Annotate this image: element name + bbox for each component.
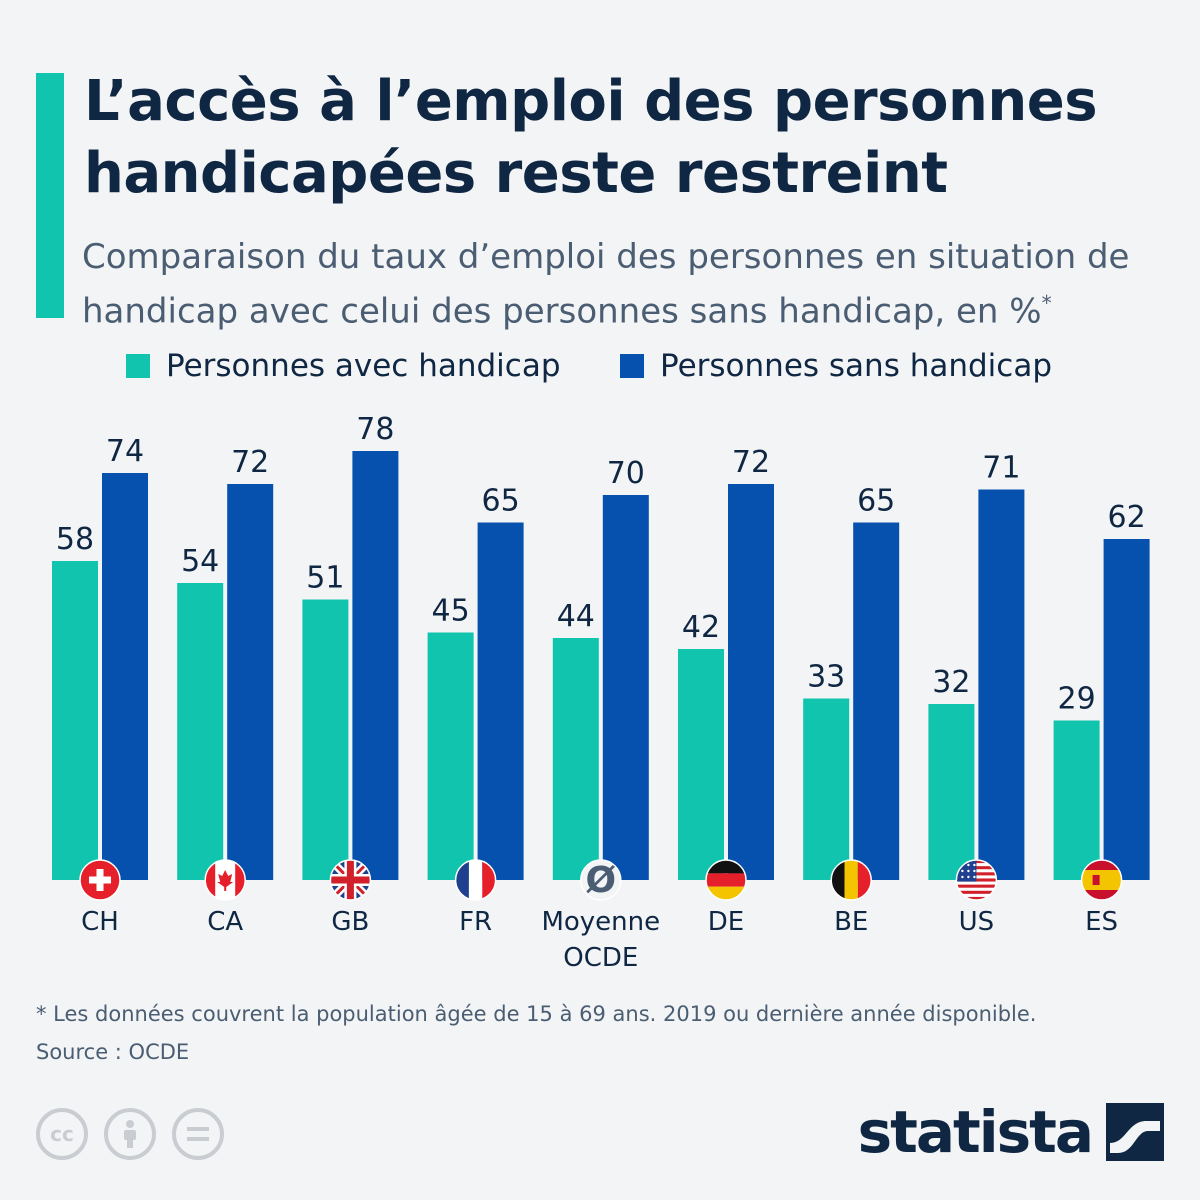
bar-sans-2	[352, 451, 399, 880]
bar-sans-4	[602, 495, 649, 880]
title-accent-bar	[36, 73, 64, 318]
flag-gb-icon	[329, 859, 372, 901]
bar-sans-7	[978, 489, 1025, 880]
category-label-0: CH	[81, 907, 119, 937]
bar-avec-5	[678, 649, 724, 880]
bar-sans-0	[102, 473, 148, 880]
data-label-avec-2: 51	[306, 561, 344, 596]
bar-avec-7	[928, 704, 975, 880]
data-label-avec-0: 58	[56, 522, 94, 557]
svg-text:Ø: Ø	[585, 860, 616, 901]
flag-ca-icon	[204, 859, 246, 901]
data-label-sans-8: 62	[1108, 500, 1146, 535]
legend-item-avec-handicap: Personnes avec handicap	[126, 348, 561, 384]
data-label-avec-7: 32	[932, 665, 970, 700]
average-symbol-icon: Ø	[580, 859, 622, 901]
flag-fr-icon	[454, 859, 497, 901]
data-label-sans-2: 78	[356, 412, 394, 447]
no-derivatives-icon	[172, 1108, 224, 1160]
flag-be-icon	[830, 859, 872, 901]
bar-avec-2	[302, 599, 349, 880]
bar-avec-0	[52, 561, 98, 880]
bar-avec-4	[552, 638, 599, 880]
chart-title: L’accès à l’emploi des personnes handica…	[84, 69, 1098, 206]
statista-logo[interactable]: statista	[858, 1098, 1164, 1166]
category-label-6: BE	[834, 907, 868, 937]
source: Source : OCDE	[36, 1040, 190, 1064]
attribution-icon	[104, 1108, 156, 1160]
flag-es-icon	[1080, 859, 1123, 901]
bar-avec-6	[803, 698, 850, 880]
category-label-4-line1: Moyenne	[541, 907, 660, 937]
subtitle-footnote-mark: *	[1041, 291, 1052, 315]
category-label-7: US	[959, 907, 995, 937]
bar-sans-3	[477, 522, 524, 880]
category-label-2: GB	[331, 907, 369, 937]
data-label-avec-5: 42	[682, 610, 720, 645]
data-label-sans-7: 71	[982, 451, 1020, 486]
data-label-avec-1: 54	[181, 544, 219, 579]
brand-name: statista	[857, 1098, 1094, 1166]
statista-mark-icon	[1106, 1103, 1164, 1161]
flag-us-icon	[955, 859, 998, 901]
legend-item-sans-handicap: Personnes sans handicap	[620, 348, 1052, 384]
data-label-sans-3: 65	[482, 484, 520, 519]
bar-avec-8	[1053, 720, 1100, 880]
legend-swatch-sans-handicap	[620, 354, 644, 378]
bar-sans-6	[853, 522, 900, 880]
data-label-sans-6: 65	[857, 484, 895, 519]
legend: Personnes avec handicap Personnes sans h…	[0, 348, 1200, 392]
data-label-avec-4: 44	[557, 599, 595, 634]
category-label-3: FR	[459, 907, 492, 937]
bar-avec-1	[177, 583, 224, 880]
bar-avec-3	[427, 632, 474, 880]
category-label-1: CA	[207, 907, 243, 937]
data-label-avec-6: 33	[807, 660, 845, 695]
legend-label-sans-handicap: Personnes sans handicap	[660, 348, 1052, 384]
bar-chart: 58 74 CH 54 72 CA 51 78 GB 45 65 FR 44 70 Ø Moyenne OCDE…	[52, 412, 1150, 973]
legend-swatch-avec-handicap	[126, 354, 150, 378]
data-label-sans-4: 70	[607, 456, 645, 491]
data-label-avec-8: 29	[1058, 682, 1096, 717]
flag-de-icon	[705, 859, 747, 901]
data-label-sans-5: 72	[732, 445, 770, 480]
category-label-8: ES	[1085, 907, 1118, 937]
data-label-sans-0: 74	[106, 434, 144, 469]
creative-commons-icon: cc	[36, 1108, 88, 1160]
data-label-avec-3: 45	[432, 594, 470, 629]
chart-subtitle: Comparaison du taux d’emploi des personn…	[82, 234, 1182, 334]
legend-label-avec-handicap: Personnes avec handicap	[166, 348, 561, 384]
bar-sans-1	[227, 484, 274, 880]
category-label-5: DE	[708, 907, 744, 937]
bar-sans-8	[1103, 539, 1150, 880]
footnote: * Les données couvrent la population âgé…	[36, 1002, 1037, 1026]
license-icons: cc	[36, 1108, 224, 1160]
data-label-sans-1: 72	[231, 445, 269, 480]
bar-sans-5	[728, 484, 774, 880]
category-label-4-line2: OCDE	[563, 943, 638, 973]
subtitle-text: Comparaison du taux d’emploi des personn…	[82, 237, 1130, 332]
flag-ch-icon	[79, 859, 121, 901]
